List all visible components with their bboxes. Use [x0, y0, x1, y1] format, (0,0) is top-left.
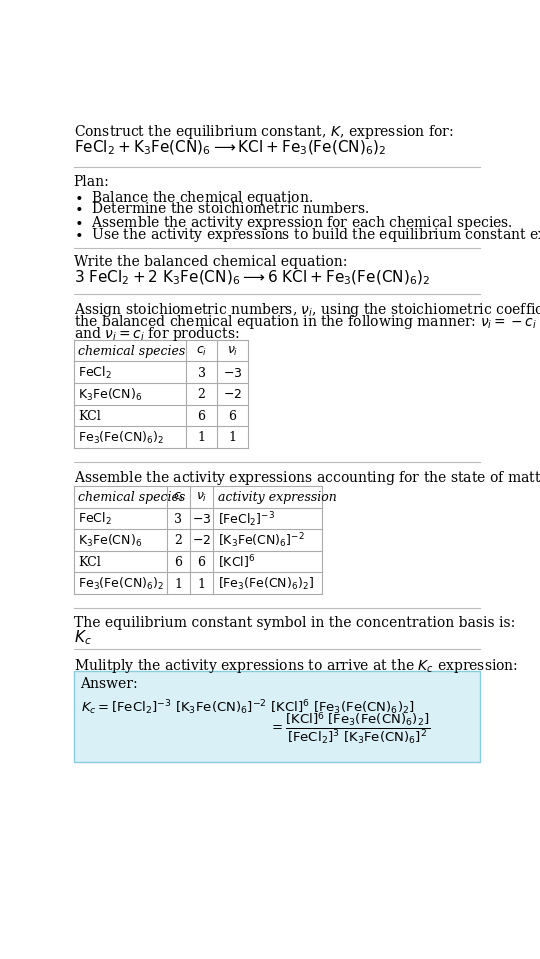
Text: $\mathrm{K_3Fe(CN)_6}$: $\mathrm{K_3Fe(CN)_6}$ — [78, 386, 143, 403]
FancyBboxPatch shape — [73, 671, 480, 761]
Text: Mulitply the activity expressions to arrive at the $K_c$ expression:: Mulitply the activity expressions to arr… — [73, 657, 518, 675]
Text: 3: 3 — [198, 366, 206, 380]
Text: Construct the equilibrium constant, $K$, expression for:: Construct the equilibrium constant, $K$,… — [73, 123, 454, 141]
Text: 1: 1 — [228, 432, 237, 444]
Text: $= \dfrac{\mathrm{[KCl]^6\ [Fe_3(Fe(CN)_6)_2]}}{\mathrm{[FeCl_2]^3\ [K_3Fe(CN)_6: $= \dfrac{\mathrm{[KCl]^6\ [Fe_3(Fe(CN)_… — [269, 711, 430, 747]
Text: 6: 6 — [228, 409, 237, 423]
Text: Answer:: Answer: — [80, 677, 138, 691]
Text: $\mathrm{FeCl_2}$: $\mathrm{FeCl_2}$ — [78, 511, 112, 527]
Text: Assemble the activity expressions accounting for the state of matter and $\nu_i$: Assemble the activity expressions accoun… — [73, 469, 540, 487]
Text: $-3$: $-3$ — [192, 513, 211, 526]
Text: $\nu_i$: $\nu_i$ — [196, 491, 207, 504]
Text: activity expression: activity expression — [218, 491, 336, 504]
Text: Plan:: Plan: — [73, 175, 110, 189]
Text: The equilibrium constant symbol in the concentration basis is:: The equilibrium constant symbol in the c… — [73, 616, 515, 629]
Text: $\mathrm{Fe_3(Fe(CN)_6)_2}$: $\mathrm{Fe_3(Fe(CN)_6)_2}$ — [78, 576, 165, 592]
Text: chemical species: chemical species — [78, 491, 186, 504]
Text: $-3$: $-3$ — [223, 366, 242, 380]
Text: 1: 1 — [198, 432, 206, 444]
Text: 6: 6 — [198, 409, 206, 423]
Text: 6: 6 — [198, 556, 206, 569]
Text: $\mathrm{[Fe_3(Fe(CN)_6)_2]}$: $\mathrm{[Fe_3(Fe(CN)_6)_2]}$ — [218, 576, 314, 592]
Text: chemical species: chemical species — [78, 345, 186, 358]
Text: KCl: KCl — [78, 556, 101, 569]
Text: 1: 1 — [174, 577, 183, 591]
Text: $\mathrm{3\ FeCl_2 + 2\ K_3Fe(CN)_6 \longrightarrow 6\ KCl + Fe_3(Fe(CN)_6)_2}$: $\mathrm{3\ FeCl_2 + 2\ K_3Fe(CN)_6 \lon… — [73, 269, 430, 288]
Text: $\mathrm{K_3Fe(CN)_6}$: $\mathrm{K_3Fe(CN)_6}$ — [78, 533, 143, 549]
Text: $\bullet$  Use the activity expressions to build the equilibrium constant expres: $\bullet$ Use the activity expressions t… — [73, 226, 540, 244]
Text: $\bullet$  Assemble the activity expression for each chemical species.: $\bullet$ Assemble the activity expressi… — [73, 214, 512, 232]
Text: $\mathrm{Fe_3(Fe(CN)_6)_2}$: $\mathrm{Fe_3(Fe(CN)_6)_2}$ — [78, 430, 165, 446]
Text: $-2$: $-2$ — [223, 388, 242, 401]
Text: Write the balanced chemical equation:: Write the balanced chemical equation: — [73, 255, 347, 269]
Text: KCl: KCl — [78, 409, 101, 423]
Text: $\mathrm{FeCl_2 + K_3Fe(CN)_6 \longrightarrow KCl + Fe_3(Fe(CN)_6)_2}$: $\mathrm{FeCl_2 + K_3Fe(CN)_6 \longright… — [73, 138, 386, 156]
Text: and $\nu_i = c_i$ for products:: and $\nu_i = c_i$ for products: — [73, 324, 239, 342]
Text: the balanced chemical equation in the following manner: $\nu_i = -c_i$ for react: the balanced chemical equation in the fo… — [73, 313, 540, 331]
Text: $\mathrm{[KCl]^6}$: $\mathrm{[KCl]^6}$ — [218, 553, 255, 572]
Text: $\nu_i$: $\nu_i$ — [227, 345, 238, 358]
Text: 2: 2 — [198, 388, 206, 401]
Text: 1: 1 — [198, 577, 206, 591]
Text: $K_c = \mathrm{[FeCl_2]^{-3}\ [K_3Fe(CN)_6]^{-2}\ [KCl]^6\ [Fe_3(Fe(CN)_6)_2]}$: $K_c = \mathrm{[FeCl_2]^{-3}\ [K_3Fe(CN)… — [82, 698, 415, 717]
Text: $c_i$: $c_i$ — [173, 491, 184, 504]
Text: $\mathrm{[K_3Fe(CN)_6]^{-2}}$: $\mathrm{[K_3Fe(CN)_6]^{-2}}$ — [218, 531, 305, 550]
Text: $\bullet$  Balance the chemical equation.: $\bullet$ Balance the chemical equation. — [73, 189, 313, 207]
Text: 6: 6 — [174, 556, 183, 569]
Text: $\mathrm{FeCl_2}$: $\mathrm{FeCl_2}$ — [78, 365, 112, 381]
Text: $\bullet$  Determine the stoichiometric numbers.: $\bullet$ Determine the stoichiometric n… — [73, 201, 369, 217]
Text: $K_c$: $K_c$ — [73, 628, 91, 646]
Text: $-2$: $-2$ — [192, 534, 211, 548]
Text: $\mathrm{[FeCl_2]^{-3}}$: $\mathrm{[FeCl_2]^{-3}}$ — [218, 510, 275, 528]
Text: 2: 2 — [174, 534, 183, 548]
Text: $c_i$: $c_i$ — [196, 345, 207, 358]
Text: 3: 3 — [174, 513, 183, 526]
Text: Assign stoichiometric numbers, $\nu_i$, using the stoichiometric coefficients, $: Assign stoichiometric numbers, $\nu_i$, … — [73, 301, 540, 319]
